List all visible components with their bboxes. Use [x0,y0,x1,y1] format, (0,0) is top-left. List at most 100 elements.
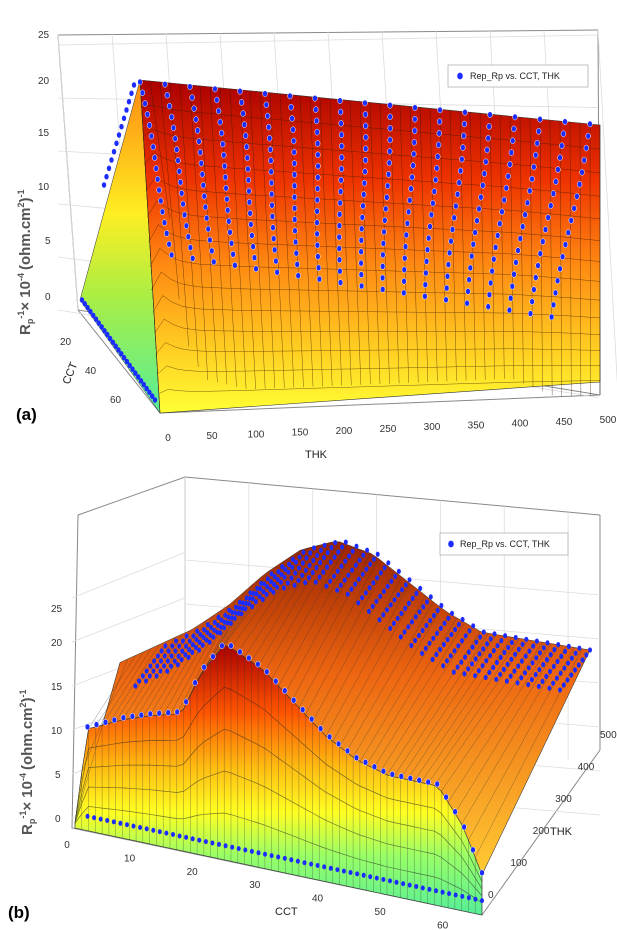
data-point [524,199,531,207]
data-point [240,110,246,117]
z-tick: 0 [45,292,51,303]
data-point [558,687,562,693]
data-point [241,121,248,128]
data-point [155,176,161,183]
data-point [124,107,129,113]
mesh-line [454,644,559,814]
mesh-line [145,176,601,220]
data-point [268,586,273,593]
mesh-line [332,589,418,742]
x-tick: 350 [468,420,485,431]
data-point [535,262,541,269]
data-point [126,98,132,105]
data-point [92,815,97,821]
data-point [258,580,263,586]
data-point [557,154,563,161]
data-point [249,848,254,854]
data-point [520,641,525,647]
x-tick: 30 [249,880,261,891]
data-point [237,599,242,605]
data-point [491,256,497,263]
data-point [363,145,369,153]
data-point [209,247,215,255]
data-point [313,117,320,125]
data-point [375,575,380,581]
data-point [499,638,504,644]
data-point [221,162,228,170]
data-point [476,668,481,674]
data-point [336,222,343,229]
data-point [457,167,464,175]
data-point [228,642,234,650]
data-point [179,189,185,197]
data-point [291,160,298,167]
data-point [315,552,320,558]
data-point [223,843,228,849]
data-point [268,157,274,164]
data-point [154,673,159,679]
data-point [292,238,299,246]
data-point [407,197,413,204]
data-point [453,892,458,898]
data-point [474,217,480,224]
data-point [437,106,443,114]
data-point [377,617,382,623]
data-point [204,637,209,643]
data-point [349,586,354,592]
data-point [273,257,279,265]
data-point [116,347,121,353]
data-point [460,616,465,623]
data-point [301,549,306,555]
data-point [560,130,567,137]
z-tick: 15 [38,128,50,139]
data-point [473,896,478,902]
data-point [204,214,210,222]
data-point [148,663,153,669]
data-point [278,579,283,585]
data-point [152,154,158,161]
data-point [172,658,177,664]
data-point [511,271,517,278]
mesh-line [400,634,497,779]
data-point [311,557,316,563]
data-point [375,551,380,557]
data-point [282,855,287,861]
data-point [125,822,129,828]
data-point [404,220,411,227]
mesh-line [149,248,601,282]
data-point [388,602,393,608]
data-point [138,825,143,830]
data-point [293,249,299,257]
data-point [175,157,181,164]
x-tick: 250 [380,424,397,435]
data-point [388,878,392,884]
data-point [338,176,344,184]
data-point [503,633,508,639]
data-point [290,556,295,563]
data-point [283,566,288,573]
data-point [498,671,503,677]
data-point [579,169,585,176]
data-point [314,185,321,192]
data-point [317,574,322,580]
data-point [381,877,386,882]
data-point [470,241,476,248]
data-point [442,620,447,626]
data-point [111,819,116,825]
data-point [386,560,391,566]
data-point [577,645,582,651]
data-point [402,254,408,262]
data-point [282,585,286,591]
data-point [317,725,324,732]
data-point [440,889,445,895]
data-point [147,710,153,718]
data-point [159,648,164,654]
data-point [314,208,320,215]
data-point [548,652,553,658]
data-point [275,576,280,583]
data-point [335,740,342,748]
mesh-line [101,648,152,726]
data-point [557,265,563,273]
mesh-line [352,607,442,758]
data-point [133,683,138,689]
